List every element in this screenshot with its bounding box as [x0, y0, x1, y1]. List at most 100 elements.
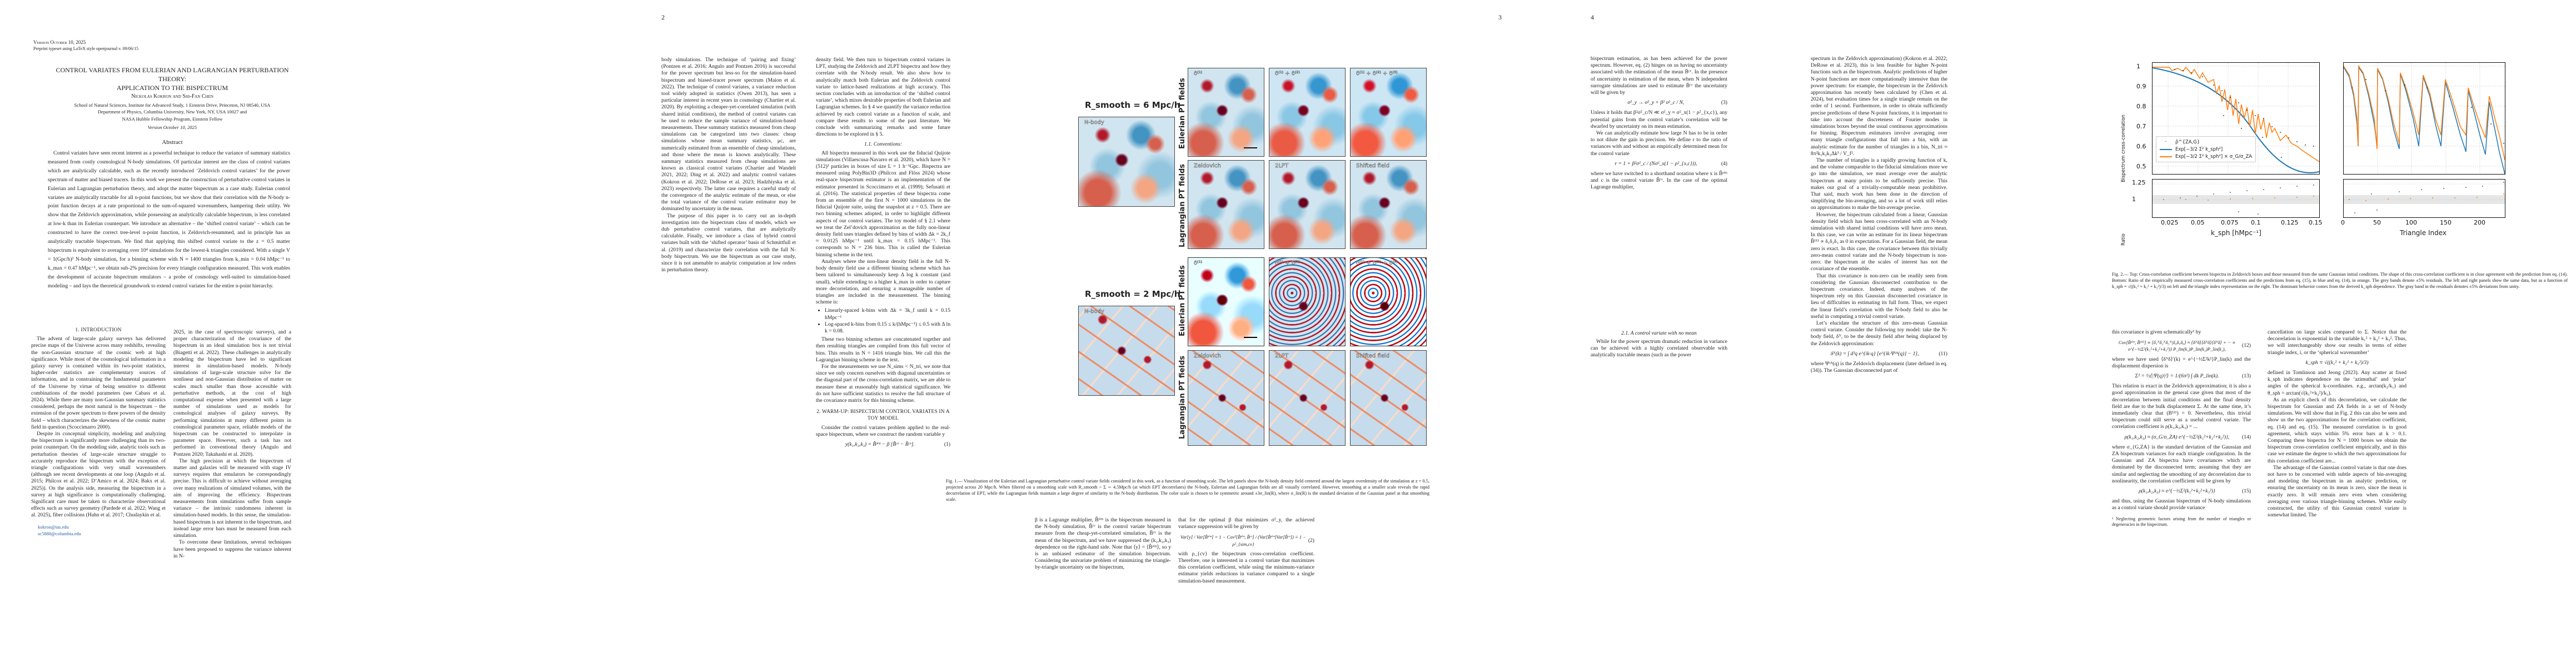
- abstract: Control variates have seen recent intere…: [48, 149, 290, 291]
- page-1: Version October 10, 2025 Preprint typese…: [0, 0, 644, 667]
- paragraph: Analyses where the non-linear density fi…: [816, 258, 950, 306]
- plot-area: [2153, 183, 2319, 215]
- row-label-eulerian: Eulerian PT fields: [1178, 265, 1187, 336]
- y-tick: 0.9: [2136, 83, 2146, 90]
- figure-1-caption: Fig. 1.— Visualization of the Eulerian a…: [946, 479, 1429, 502]
- panel-lagrangian-2lpt: 2LPT: [1269, 160, 1346, 249]
- x-tick: 200: [2474, 219, 2485, 226]
- list-item: Log-spaced k-bins from 0.15 ≤ k/(hMpc⁻¹)…: [825, 321, 950, 335]
- intro-column-1: 1. INTRODUCTION The advent of large-scal…: [31, 322, 166, 537]
- subsection-1-1-heading: 1.1. Conventions:: [864, 141, 902, 148]
- paragraph: where Ψᶻᴬ(q) is the Zeldovich displaceme…: [1811, 360, 1947, 374]
- scale-bar: [1244, 147, 1257, 148]
- paragraph: Despite its conceptual simplicity, model…: [31, 431, 166, 519]
- axes-bottom-left: [2152, 179, 2320, 218]
- page4-column-4: cancellation on large scales compared to…: [2268, 329, 2406, 519]
- x-tick: 0.05: [2191, 219, 2205, 226]
- binning-list: Linearly-spaced k-bins with Δk = 3k_f un…: [816, 307, 950, 335]
- row-heading-6mpc: R_smooth = 6 Mpc/h: [1085, 100, 1180, 110]
- email-link[interactable]: sc5888@columbia.edu: [38, 530, 81, 536]
- x-tick: 0.075: [2221, 219, 2239, 226]
- paragraph: The number of triangles is a rapidly gro…: [1811, 157, 1947, 211]
- x-tick: 0.025: [2161, 219, 2179, 226]
- panel-eulerian-3: δ⁽¹⁾ + δ⁽²⁾ + δ⁽³⁾: [1350, 68, 1427, 157]
- row-heading-2mpc: R_smooth = 2 Mpc/h: [1085, 289, 1180, 299]
- x-axis-label-left: k_sph [hMpc⁻¹]: [2211, 229, 2261, 237]
- equation-body: Σ² = ⅓⟨|Ψ(q)|²⟩ = 1/(6π²) ∫ dk P_lin(k).: [2135, 373, 2219, 380]
- legend-item: Exp[−3/2 Σ² k_sph²]: [2160, 146, 2252, 153]
- row-label-eulerian: Eulerian PT fields: [1178, 78, 1187, 149]
- panel-label: N-body: [1084, 308, 1104, 315]
- panel-eulerian-1-small: δ⁽¹⁾: [1188, 257, 1264, 346]
- paragraph: β is a Lagrange multiplier, B̂ˢⁱᵐ is the…: [1035, 517, 1171, 571]
- panel-label: Shifted field: [1356, 163, 1390, 170]
- list-item: Linearly-spaced k-bins with Δk = 3k_f un…: [825, 307, 950, 321]
- paragraph: For the measurements we use N_sims < N_t…: [816, 363, 950, 404]
- panel-eulerian-3-small: δ⁽¹⁾ + δ⁽²⁾ + δ⁽³⁾: [1350, 257, 1427, 346]
- axes-top-right: [2343, 62, 2505, 175]
- x-tick: 50: [2373, 219, 2381, 226]
- page4-column-1: bispectrum estimation, as has been achie…: [1591, 56, 1727, 359]
- equation-14: ρ(k₁,k₂,k₃) ≈ (σ_G/σ_ZA) e^{−½Σ²(k₁²+k₂²…: [2112, 434, 2251, 441]
- x-tick: 0.125: [2281, 219, 2299, 226]
- blue-line-swatch-icon: [2160, 148, 2172, 150]
- equation-body: ρ(k₁,k₂,k₃) ≈ e^{−½Σ²(k₁²+k₂²+k₃²)}: [2139, 488, 2215, 495]
- panel-label: δ⁽¹⁾ + δ⁽²⁾ + δ⁽³⁾: [1356, 71, 1398, 77]
- equation-3: σ²_y → σ²_y + β² σ²_c / N, (3): [1591, 99, 1727, 106]
- panel-label: Zeldovich: [1194, 353, 1221, 360]
- legend-label: ρ̂^{ZA,G}: [2175, 139, 2200, 145]
- equation-15: ρ(k₁,k₂,k₃) ≈ e^{−½Σ²(k₁²+k₂²+k₃²)} (15): [2112, 488, 2251, 495]
- dot-marker-icon: ·: [2165, 139, 2167, 145]
- panel-lagrangian-shifted: Shifted field: [1350, 160, 1427, 249]
- paragraph: spectrum in the Zeldovich approximation)…: [1811, 56, 1947, 157]
- page-number: 4: [1591, 13, 1594, 21]
- paragraph: cancellation on large scales compared to…: [2268, 329, 2406, 356]
- paragraph: As an explicit check of this decorrelati…: [2268, 396, 2406, 464]
- paragraph: While for the power spectrum dramatic re…: [1591, 338, 1727, 359]
- page3-column-2: that for the optimal β that minimizes σ²…: [1178, 517, 1314, 585]
- paragraph: where we have switched to a shorthand no…: [1591, 171, 1727, 191]
- panel-eulerian-2-small: δ⁽¹⁾ + δ⁽²⁾: [1269, 257, 1346, 346]
- paragraph: that for the optimal β that minimizes σ²…: [1178, 517, 1314, 530]
- equation-body: σ²_y → σ²_y + β² σ²_c / N,: [1627, 99, 1685, 106]
- title-line-2: APPLICATION TO THE BISPECTRUM: [116, 84, 228, 92]
- panel-eulerian-2: δ⁽¹⁾ + δ⁽²⁾: [1269, 68, 1346, 157]
- page4-column-3: this covariance is given schematically¹ …: [2112, 329, 2251, 528]
- legend-item: Exp[−3/2 Σ² k_sph²] × σ_G/σ_ZA: [2160, 153, 2252, 160]
- y-tick: 0.6: [2136, 143, 2146, 150]
- equation-11: δᴺ(k) = ∫ d³q e^{ik·q} [e^{ik·Ψᶻᴬ(q)} − …: [1811, 351, 1947, 357]
- equation-body: y(k₁,k₂,k₃) = B̂ˢⁱᵐ − β [B̂ᶜᵛ − B̄ᶜᵛ].: [845, 441, 915, 447]
- nbody-panel-2mpc: N-body: [1078, 306, 1175, 396]
- version-line: Version October 10, 2025: [33, 39, 86, 45]
- paragraph: body simulations. The technique of ‘pair…: [661, 57, 796, 212]
- panel-label: N-body: [1084, 120, 1104, 126]
- paragraph: Let’s elucidate the structure of this ze…: [1811, 320, 1947, 347]
- paragraph: All bispectra measured in this work use …: [816, 150, 950, 258]
- paragraph: To overcome these limitations, several t…: [173, 539, 291, 559]
- email-link[interactable]: kokron@ias.edu: [38, 524, 69, 530]
- title-line-1: CONTROL VARIATES FROM EULERIAN AND LAGRA…: [56, 66, 289, 83]
- panel-lagrangian-shifted-small: Shifted field: [1350, 350, 1427, 446]
- page-2: 2 body simulations. The technique of ‘pa…: [644, 0, 1287, 667]
- abstract-heading: Abstract: [162, 139, 183, 146]
- paragraph: bispectrum estimation, as has been achie…: [1591, 56, 1727, 96]
- x-axis-label-right: Triangle Index: [2400, 229, 2447, 237]
- x-tick: 100: [2405, 219, 2417, 226]
- y-tick: 1: [2136, 63, 2140, 70]
- y-tick: 0.8: [2136, 103, 2146, 110]
- equation-body: Var[y] / Var[B̂ˢⁱᵐ] = 1 − Cov²[B̂ˢⁱᵐ, B̂…: [1180, 534, 1306, 547]
- paragraph: defined in Tomlinson and Jeong (2023). A…: [2268, 370, 2406, 396]
- row-label-lagrangian: Lagrangian PT fields: [1178, 164, 1187, 247]
- panel-lagrangian-zeldovich-small: Zeldovich: [1188, 350, 1264, 446]
- paragraph: The high precision at which the bispectr…: [173, 457, 291, 539]
- plot-area: [2344, 182, 2505, 213]
- axes-top-left: · ρ̂^{ZA,G} Exp[−3/2 Σ² k_sph²] Exp[−3/2 …: [2152, 62, 2320, 175]
- equation-number: (1): [944, 441, 950, 447]
- affiliation-3: NASA Hubble Fellowship Program, Einstein…: [122, 116, 223, 122]
- plot-area: [2344, 63, 2505, 174]
- paragraph: 2025, in the case of spectroscopic surve…: [173, 329, 291, 457]
- paragraph: and thus, using the Gaussian bispectrum …: [2112, 498, 2251, 511]
- equation-number: (13): [2242, 373, 2251, 380]
- equation-2: Var[y] / Var[B̂ˢⁱᵐ] = 1 − Cov²[B̂ˢⁱᵐ, B̂…: [1178, 534, 1314, 547]
- panel-label: δ⁽¹⁾: [1194, 260, 1203, 267]
